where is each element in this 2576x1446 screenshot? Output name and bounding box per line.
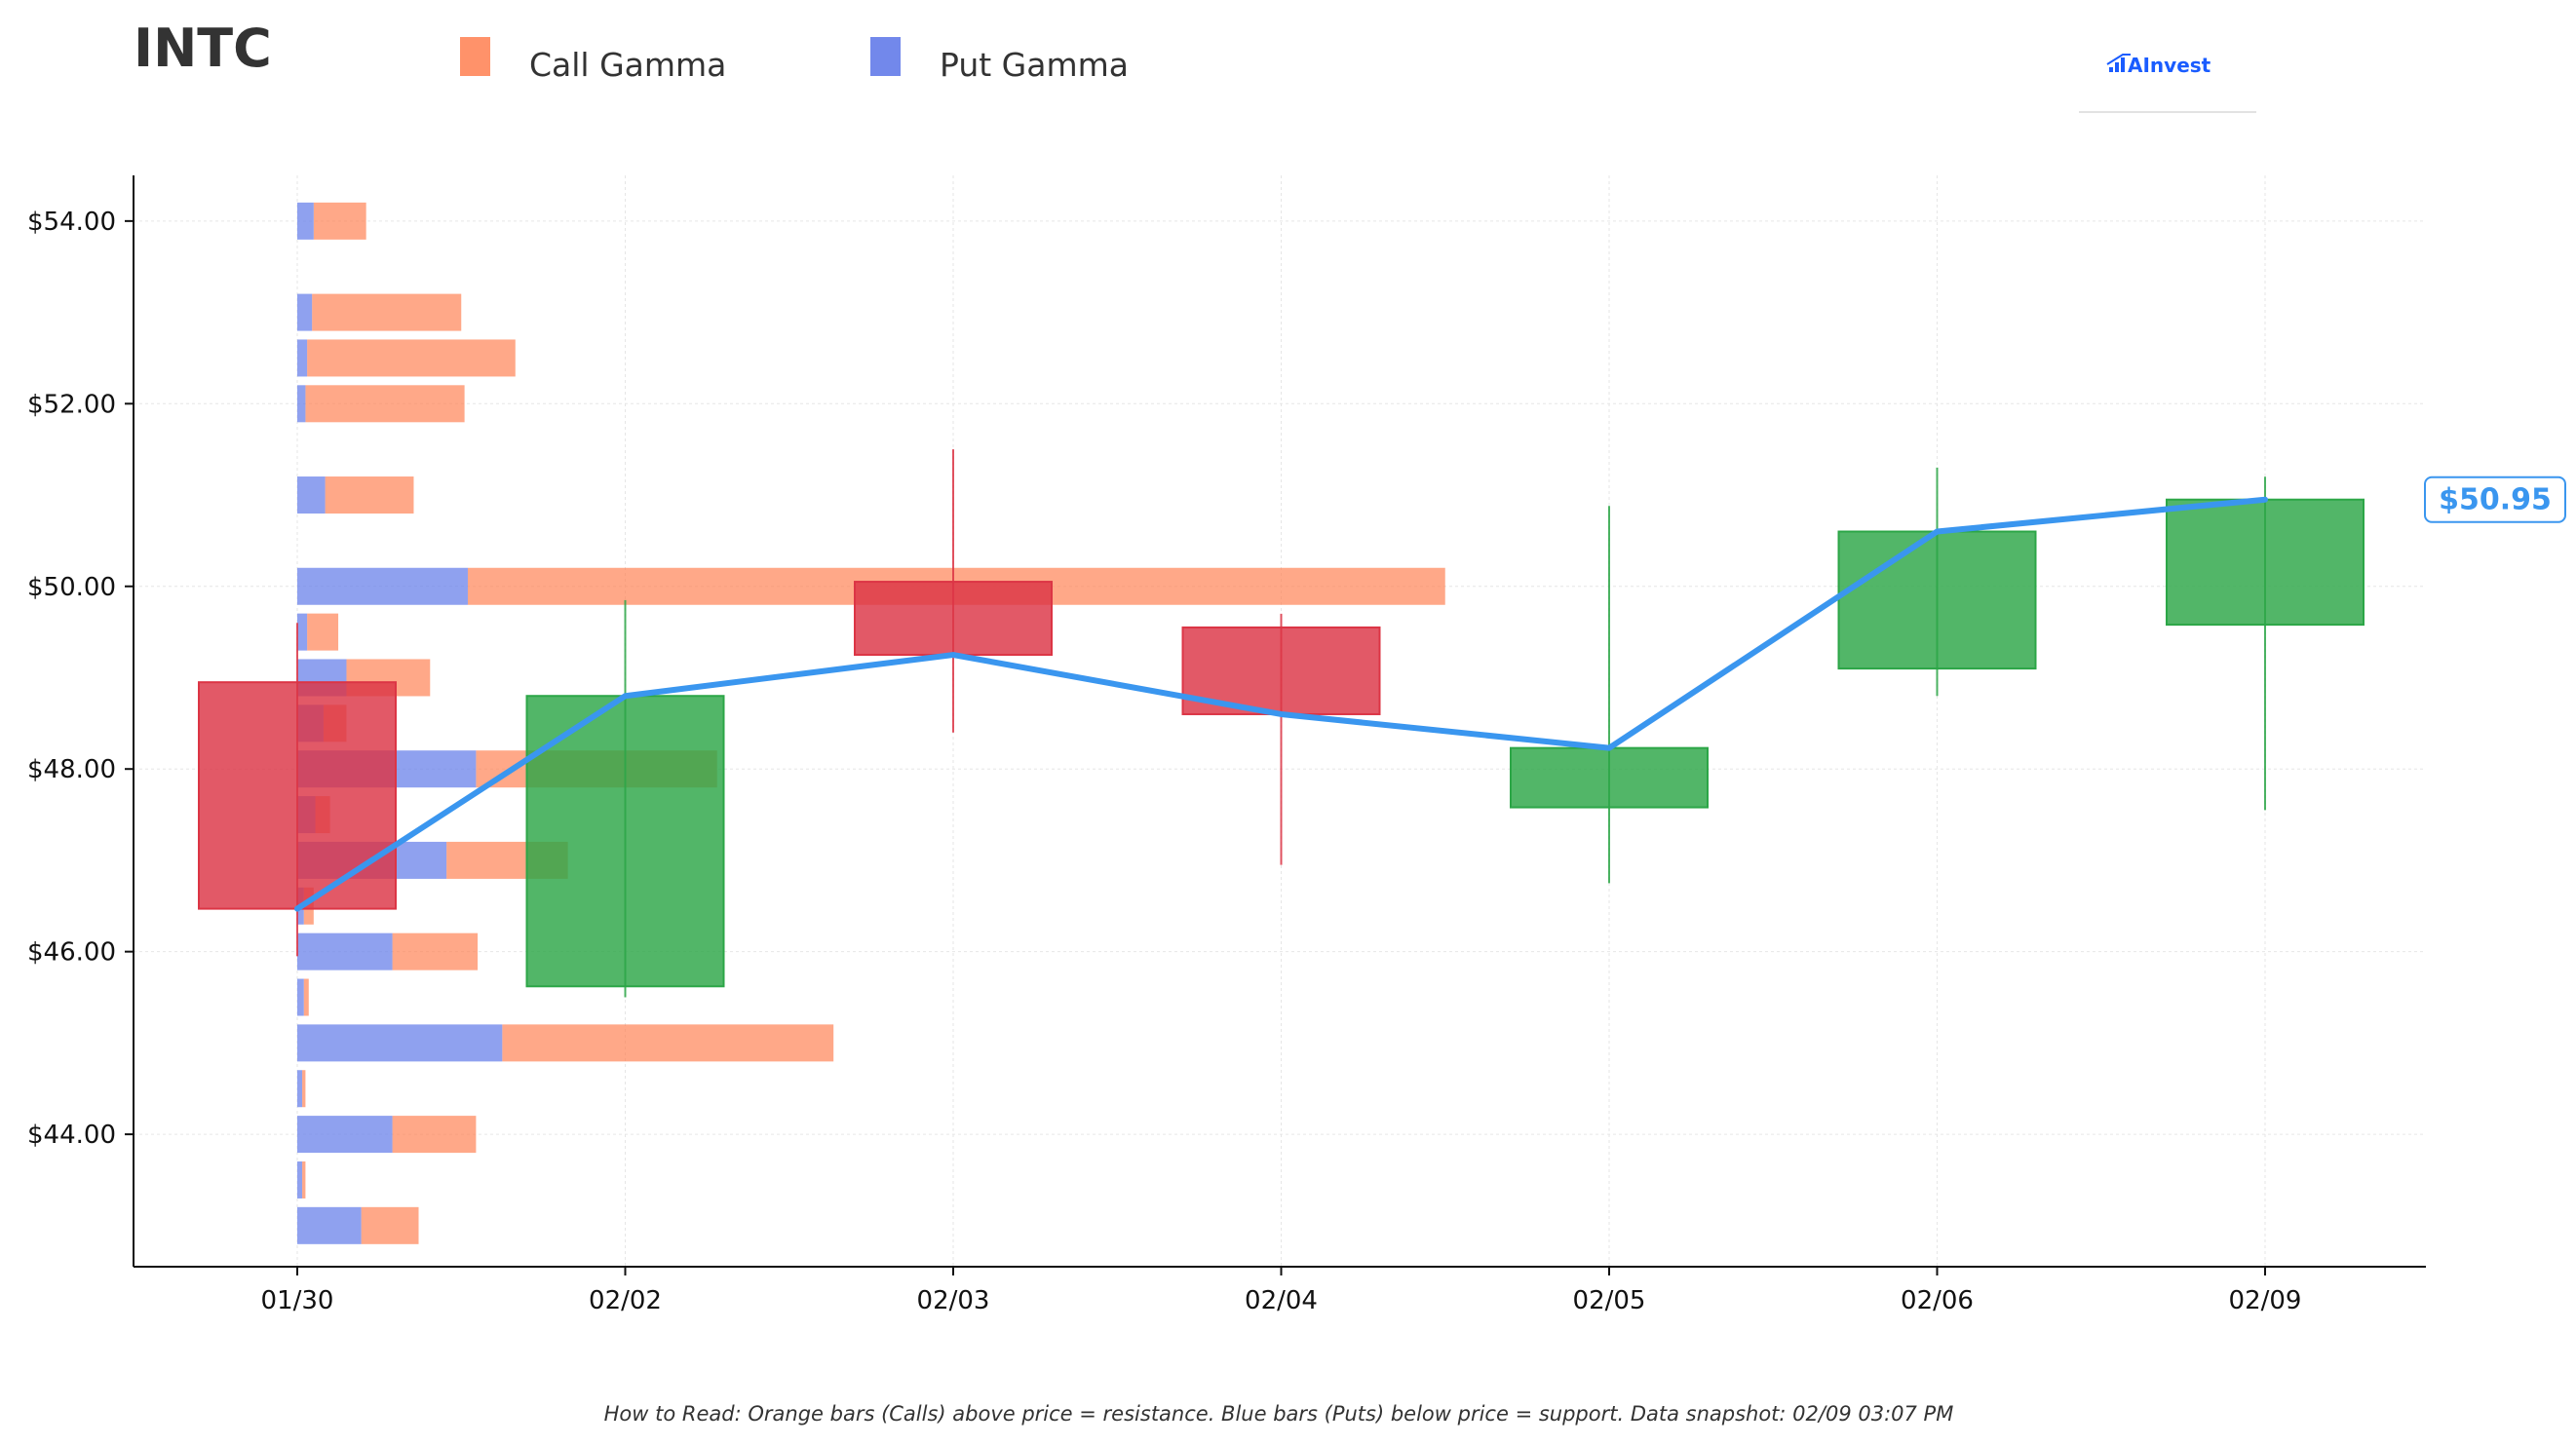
- x-tick-label: 02/05: [1573, 1286, 1646, 1315]
- call-gamma-bar: [312, 293, 462, 331]
- candle-body: [1837, 530, 2037, 670]
- candle-body: [198, 681, 397, 910]
- y-tick-label: $54.00: [27, 208, 116, 237]
- call-gamma-bar: [305, 385, 465, 423]
- ticker-title: INTC: [134, 18, 272, 79]
- candle-body: [854, 581, 1053, 657]
- footnote: How to Read: Orange bars (Calls) above p…: [604, 1402, 1954, 1426]
- grid: [134, 175, 2426, 1267]
- x-tick-label: 02/04: [1245, 1286, 1318, 1315]
- candlesticks: [198, 449, 2365, 998]
- call-gamma-bar: [302, 1070, 306, 1108]
- put-gamma-bar: [297, 613, 308, 651]
- gamma-bars: [297, 202, 1445, 1244]
- y-tick-label: $46.00: [27, 938, 116, 968]
- put-gamma-bar: [297, 1024, 503, 1062]
- candle-body: [1510, 746, 1709, 809]
- put-gamma-bar: [297, 476, 326, 514]
- call-gamma-bar: [303, 978, 309, 1016]
- call-gamma-bar: [392, 932, 479, 970]
- close-line-path: [294, 496, 2268, 912]
- call-gamma-bar: [302, 1161, 306, 1199]
- legend-call-label: Call Gamma: [529, 46, 726, 84]
- candle-body: [2166, 498, 2365, 627]
- put-gamma-bar: [297, 202, 314, 240]
- put-gamma-bar: [297, 1161, 303, 1199]
- y-tick-label: $44.00: [27, 1121, 116, 1150]
- call-gamma-bar: [313, 202, 366, 240]
- x-tick-label: 01/30: [261, 1286, 334, 1315]
- y-tick-label: $50.00: [27, 573, 116, 602]
- put-gamma-bar: [297, 339, 308, 377]
- call-gamma-bar: [307, 613, 339, 651]
- y-tick-label: $48.00: [27, 755, 116, 784]
- axes: $44.00 $46.00 $48.00 $50.00 $52.00 $54.00 01/3…: [27, 175, 2426, 1315]
- put-gamma-bar: [297, 978, 304, 1016]
- put-gamma-bar: [297, 932, 393, 970]
- x-tick-label: 02/02: [589, 1286, 662, 1315]
- call-gamma-bar: [325, 476, 414, 514]
- last-price-label: $50.95: [2439, 483, 2552, 517]
- put-gamma-bar: [297, 385, 306, 423]
- candle-body: [525, 695, 725, 988]
- y-tick-label: $52.00: [27, 390, 116, 419]
- logo-chart-icon: [2106, 54, 2131, 72]
- call-gamma-bar: [307, 339, 516, 377]
- legend-call-swatch: [460, 37, 490, 76]
- put-gamma-bar: [297, 1070, 303, 1108]
- call-gamma-bar: [502, 1024, 834, 1062]
- last-price-badge: $50.95: [2424, 476, 2566, 523]
- legend: Call Gamma Put Gamma: [460, 37, 1129, 84]
- legend-put-swatch: [870, 37, 901, 76]
- put-gamma-bar: [297, 293, 313, 331]
- call-gamma-bar: [392, 1116, 477, 1154]
- x-tick-label: 02/06: [1901, 1286, 1974, 1315]
- logo-text: AInvest: [2128, 54, 2211, 77]
- legend-put-label: Put Gamma: [940, 46, 1129, 84]
- ainvest-logo: AInvest: [2079, 54, 2256, 113]
- put-gamma-bar: [297, 1206, 362, 1244]
- x-tick-label: 02/09: [2229, 1286, 2302, 1315]
- put-gamma-bar: [297, 567, 468, 605]
- last-price-box: [2424, 476, 2566, 523]
- put-gamma-bar: [297, 1116, 393, 1154]
- close-price-line: [294, 496, 2268, 912]
- call-gamma-bar: [361, 1206, 419, 1244]
- x-tick-label: 02/03: [917, 1286, 990, 1315]
